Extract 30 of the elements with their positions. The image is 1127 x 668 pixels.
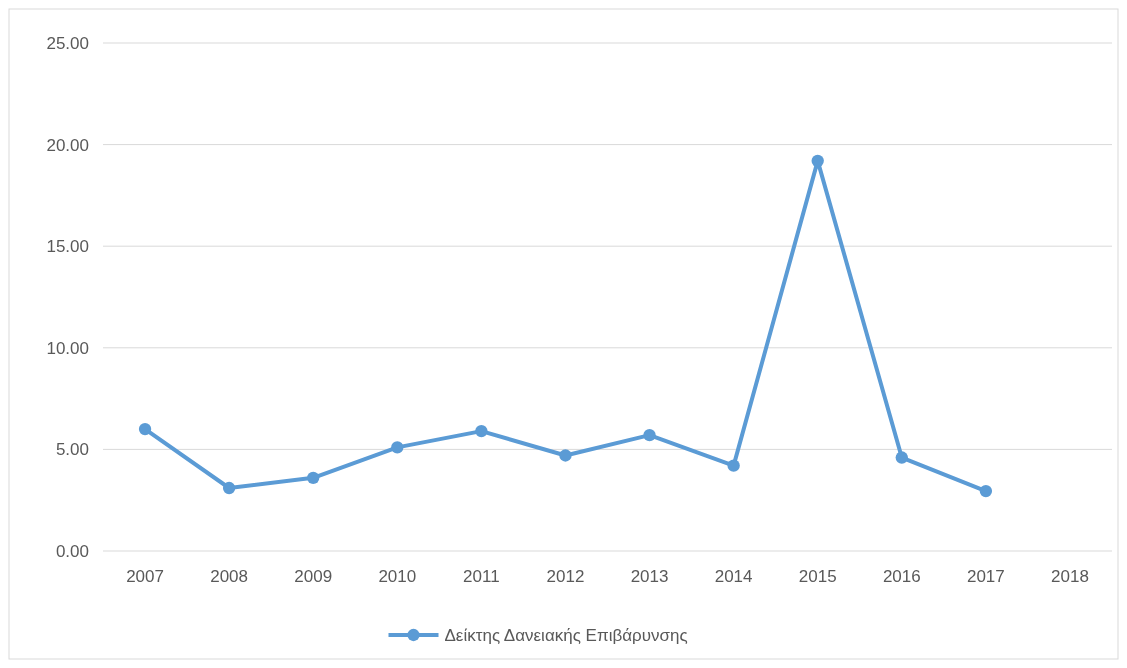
point (643, 429, 656, 442)
point (559, 449, 572, 462)
x-tick-label: 2011 (463, 567, 500, 586)
x-tick-label: 2013 (630, 567, 669, 586)
point (307, 471, 320, 485)
y-tick-label: 10.00 (46, 338, 89, 358)
point (979, 484, 993, 498)
x-tick-label: 2015 (798, 567, 837, 586)
x-tick-label: 2008 (210, 567, 249, 586)
y-tick-label: 25.00 (46, 33, 89, 53)
x-tick-label: 2018 (1051, 567, 1089, 586)
y-tick-label: 5.00 (55, 440, 89, 460)
point (222, 481, 236, 495)
point (811, 154, 824, 168)
point (138, 422, 152, 436)
legend-label: Δείκτης Δανειακής Επιβάρυνσης (444, 625, 688, 645)
point (727, 459, 740, 472)
x-tick-label: 2016 (882, 567, 921, 586)
y-tick-label: 0.00 (55, 541, 89, 561)
x-tick-label: 2010 (378, 567, 417, 586)
x-tick-label: 2007 (126, 567, 164, 586)
y-tick-label: 15.00 (46, 237, 89, 257)
x-tick-label: 2014 (714, 567, 753, 586)
point (391, 441, 404, 454)
x-tick-label: 2009 (294, 567, 333, 586)
x-tick-label: 2017 (966, 567, 1005, 586)
x-tick-label: 2012 (546, 567, 585, 586)
y-tick-label: 20.00 (46, 135, 89, 155)
point (475, 424, 488, 438)
point (895, 451, 908, 464)
